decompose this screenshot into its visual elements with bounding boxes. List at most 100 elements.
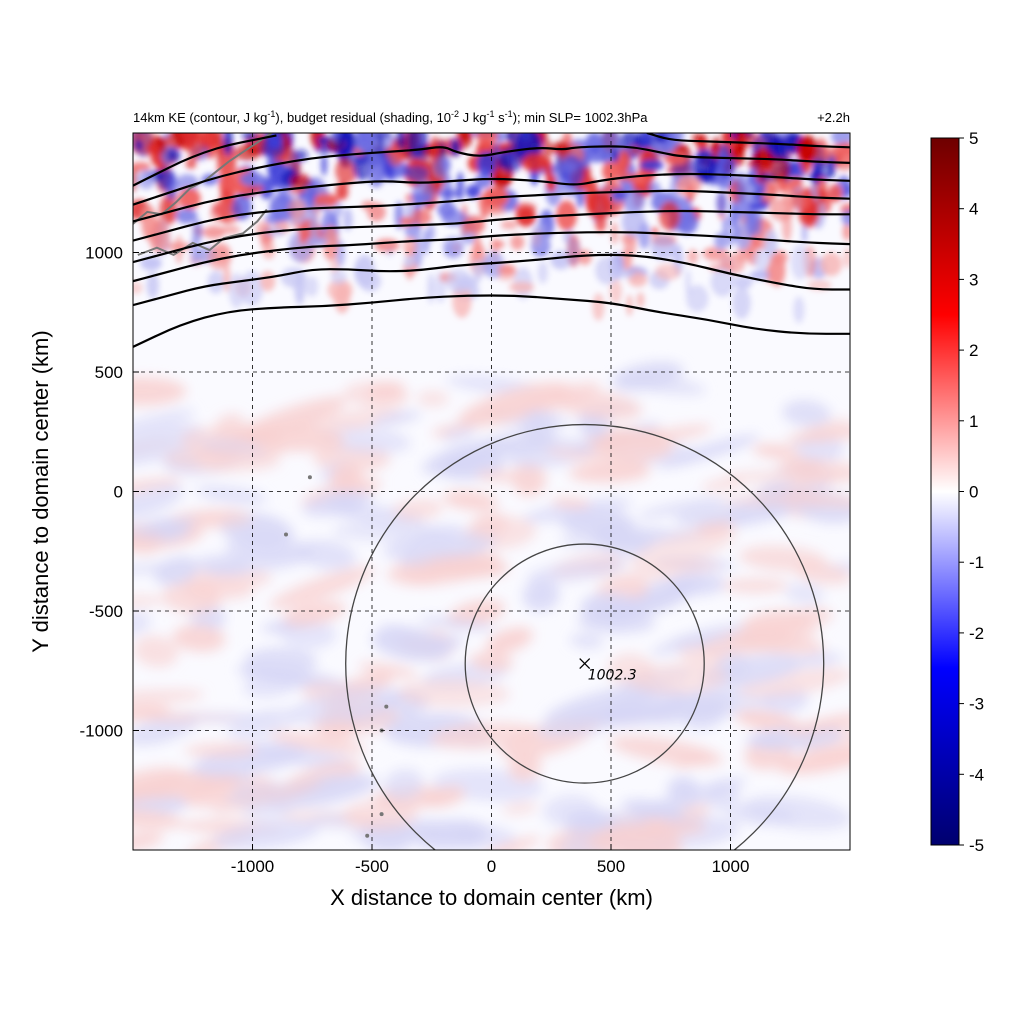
shading-blob [335, 157, 358, 185]
shading-blob [464, 215, 485, 235]
shading-blob [592, 293, 605, 321]
shading-blob [742, 795, 850, 831]
coastline-segment [137, 208, 268, 257]
shading-blob [613, 372, 706, 396]
shading-blob [387, 145, 404, 167]
shading-blob [399, 216, 414, 227]
y-tick-label: 1000 [85, 244, 123, 263]
shading-blob [498, 264, 516, 276]
shading-blob [719, 493, 824, 506]
shading-blob [133, 477, 182, 495]
shading-blob [732, 287, 751, 319]
shading-blob [474, 173, 493, 189]
shading-blob [554, 160, 578, 174]
y-tick-label: -500 [89, 602, 123, 621]
shading-blob [433, 157, 451, 178]
shading-blob [611, 147, 618, 164]
shading-blob [523, 498, 633, 523]
shading-blob [424, 786, 466, 808]
shading-blob [641, 133, 651, 147]
shading-blob [410, 208, 432, 226]
shading-blob [752, 444, 800, 459]
shading-blob [658, 434, 760, 468]
shading-blob [526, 558, 628, 584]
shading-blob [586, 191, 613, 220]
ke-contours [133, 133, 850, 348]
shading-blob [710, 267, 735, 297]
shading-blob [764, 229, 778, 259]
shading-blob [508, 281, 535, 293]
shading-blob [624, 231, 637, 257]
colorbar-tick-label: 0 [969, 483, 978, 502]
shading-blob [395, 678, 510, 708]
colorbar-tick-label: -5 [969, 836, 984, 855]
shading-blob [288, 685, 401, 725]
shading-blob [655, 263, 681, 281]
shading-blob [261, 773, 378, 808]
shading-blob [733, 275, 753, 290]
shading-blob [607, 561, 722, 584]
shading-blob [146, 272, 159, 299]
shading-blob [133, 516, 198, 538]
shading-blob [207, 270, 225, 294]
shading-blob [793, 296, 805, 324]
shading-blob [537, 261, 548, 284]
shading-blob [133, 376, 187, 406]
ke-contour-line [133, 172, 850, 223]
shading-blob [701, 477, 745, 492]
shading-blob [343, 208, 353, 231]
shading-blob [374, 238, 400, 253]
y-tick-label: 0 [114, 483, 123, 502]
shading-blob [135, 139, 143, 151]
shading-blob [785, 582, 824, 606]
shading-blob [721, 578, 789, 594]
shading-blob [179, 133, 189, 141]
shading-blob [133, 832, 164, 850]
shading-blob [436, 188, 461, 199]
shading-blob [223, 133, 233, 156]
shading-blob [241, 133, 257, 141]
shading-blob [269, 731, 368, 754]
shading-blob [630, 662, 728, 695]
ke-contour-line [133, 231, 850, 283]
shading-blob [495, 133, 505, 143]
shading-blob [433, 540, 484, 558]
colorbar-tick-label: -3 [969, 695, 984, 714]
shading-blob [490, 240, 505, 249]
shading-blob [260, 270, 276, 292]
shading-blob [650, 622, 746, 656]
ke-contour-line [133, 253, 850, 307]
shading-blob [343, 381, 409, 409]
colorbar-tick-label: -1 [969, 553, 984, 572]
shading-blob [522, 579, 560, 612]
shading-blob [601, 705, 679, 727]
shading-blob [441, 425, 478, 443]
shading-blob [471, 510, 508, 539]
chart-title: 14km KE (contour, J kg-1), budget residu… [133, 109, 648, 125]
shading-blob [731, 222, 741, 240]
shading-blob [235, 144, 260, 162]
shading-blob [133, 595, 167, 608]
storm-center-label: 1002.3 [588, 668, 637, 684]
shading-blob [647, 181, 661, 196]
shading-blob [239, 171, 265, 187]
shading-blob [207, 244, 232, 270]
shading-blob [335, 182, 349, 201]
shading-blob [686, 284, 709, 312]
shading-blob [717, 144, 732, 180]
shading-blob [355, 133, 377, 153]
shading-blob [716, 191, 728, 215]
shading-blob [659, 201, 681, 231]
residual-shading [133, 133, 850, 850]
shading-blob [842, 223, 850, 241]
shading-blob [782, 400, 831, 427]
plot-area [133, 133, 850, 850]
shading-blob [187, 712, 280, 724]
shading-blob [195, 485, 268, 505]
shading-blob [412, 180, 435, 207]
shading-blob [383, 768, 424, 801]
shading-blob [405, 165, 429, 182]
shading-blob [566, 237, 580, 266]
shading-blob [133, 562, 176, 576]
shading-blob [156, 137, 165, 148]
